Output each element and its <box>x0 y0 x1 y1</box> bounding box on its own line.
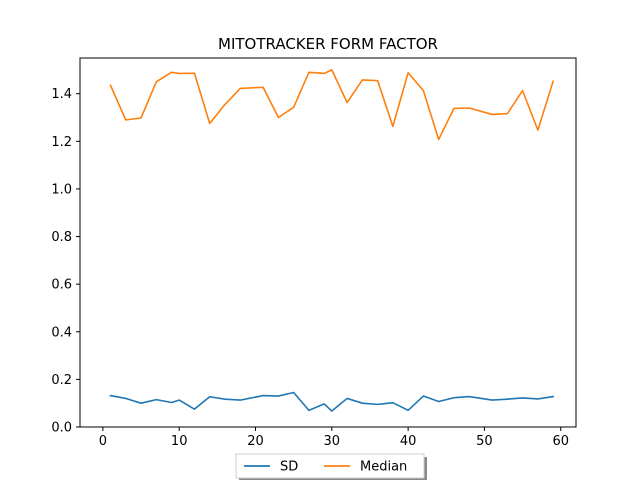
x-tick-label: 10 <box>171 434 188 449</box>
legend-label-sd: SD <box>280 460 298 475</box>
series-line-median <box>109 69 555 141</box>
x-tick-label: 40 <box>400 434 417 449</box>
axes-frame <box>79 57 577 428</box>
x-tick-label: 30 <box>324 434 341 449</box>
x-tick-label: 0 <box>99 434 107 449</box>
y-tick-label: 0.8 <box>51 230 72 245</box>
y-tick-label: 0.6 <box>51 278 72 293</box>
series-line-sd <box>109 391 555 412</box>
y-tick-label: 1.2 <box>51 135 72 150</box>
y-tick-label: 0.0 <box>51 421 72 436</box>
y-tick-label: 0.4 <box>51 325 72 340</box>
x-tick-label: 60 <box>552 434 569 449</box>
y-tick-label: 1.4 <box>51 87 72 102</box>
y-tick-label: 1.0 <box>51 182 72 197</box>
legend: SD Median <box>235 453 427 480</box>
plot-area: 0 10 20 30 40 50 60 0.0 0.2 0.4 0.6 0.8 1.0 1.2 1.4 <box>51 57 577 449</box>
y-tick-label: 0.2 <box>51 373 72 388</box>
legend-label-median: Median <box>360 460 407 475</box>
chart-title: MITOTRACKER FORM FACTOR <box>218 35 438 53</box>
x-tick-label: 50 <box>476 434 493 449</box>
x-tick-label: 20 <box>247 434 264 449</box>
